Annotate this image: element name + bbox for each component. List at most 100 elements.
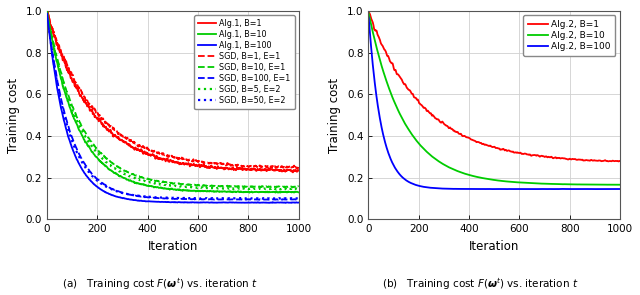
SGD, B=100, E=1 — [69, 137, 77, 141]
SGD, B=50, E=2 — [145, 195, 153, 199]
Alg.1, B=1 — [244, 167, 252, 171]
Alg.1, B=100 — [216, 201, 223, 204]
Text: (b)   Training cost $F(\boldsymbol{\omega}^t)$ vs. iteration $t$: (b) Training cost $F(\boldsymbol{\omega}… — [382, 276, 578, 292]
Text: (a)   Training cost $F(\boldsymbol{\omega}^t)$ vs. iteration $t$: (a) Training cost $F(\boldsymbol{\omega}… — [62, 276, 258, 292]
Legend: Alg.2, B=1, Alg.2, B=10, Alg.2, B=100: Alg.2, B=1, Alg.2, B=10, Alg.2, B=100 — [524, 15, 616, 56]
Alg.2, B=10 — [467, 173, 474, 177]
SGD, B=100, E=1 — [244, 197, 252, 201]
Alg.2, B=1 — [561, 157, 568, 160]
Alg.1, B=1 — [154, 155, 162, 159]
Alg.2, B=100 — [476, 187, 483, 191]
SGD, B=5, E=2 — [154, 182, 162, 186]
Alg.1, B=10 — [239, 191, 247, 194]
Alg.1, B=10 — [244, 190, 252, 194]
Alg.2, B=1 — [614, 160, 622, 163]
Y-axis label: Training cost: Training cost — [7, 78, 20, 153]
SGD, B=100, E=1 — [259, 198, 266, 201]
SGD, B=5, E=2 — [216, 187, 223, 190]
SGD, B=50, E=2 — [295, 196, 303, 200]
X-axis label: Iteration: Iteration — [469, 240, 519, 253]
SGD, B=50, E=2 — [244, 197, 252, 200]
Line: Alg.1, B=100: Alg.1, B=100 — [47, 14, 299, 203]
Alg.1, B=10 — [216, 190, 223, 193]
Legend: Alg.1, B=1, Alg.1, B=10, Alg.1, B=100, SGD, B=1, E=1, SGD, B=10, E=1, SGD, B=100: Alg.1, B=1, Alg.1, B=10, Alg.1, B=100, S… — [195, 15, 294, 109]
Alg.2, B=10 — [538, 182, 545, 185]
SGD, B=5, E=2 — [69, 109, 77, 113]
SGD, B=100, E=1 — [145, 196, 153, 199]
SGD, B=50, E=2 — [216, 196, 223, 200]
SGD, B=1, E=1 — [145, 148, 153, 152]
SGD, B=50, E=2 — [69, 141, 77, 145]
Alg.1, B=100 — [145, 199, 153, 203]
Alg.1, B=100 — [239, 201, 247, 204]
Alg.1, B=1 — [145, 153, 153, 156]
Alg.2, B=1 — [538, 154, 545, 158]
SGD, B=100, E=1 — [44, 12, 51, 15]
Alg.2, B=1 — [476, 141, 483, 144]
SGD, B=1, E=1 — [216, 161, 224, 165]
Alg.1, B=100 — [44, 12, 51, 15]
Line: SGD, B=100, E=1: SGD, B=100, E=1 — [47, 13, 299, 200]
SGD, B=5, E=2 — [44, 12, 51, 15]
Alg.2, B=10 — [565, 183, 573, 186]
Alg.2, B=10 — [390, 100, 398, 103]
Alg.1, B=10 — [44, 9, 51, 12]
X-axis label: Iteration: Iteration — [148, 240, 198, 253]
Alg.1, B=10 — [69, 114, 77, 117]
Alg.1, B=100 — [244, 201, 252, 204]
Alg.1, B=1 — [69, 80, 77, 84]
Line: Alg.1, B=10: Alg.1, B=10 — [47, 11, 299, 193]
Alg.2, B=1 — [467, 137, 474, 140]
Alg.2, B=1 — [390, 68, 398, 71]
SGD, B=1, E=1 — [294, 167, 301, 170]
Alg.2, B=1 — [565, 157, 573, 161]
Line: SGD, B=10, E=1: SGD, B=10, E=1 — [47, 13, 299, 187]
Alg.2, B=100 — [566, 187, 573, 191]
SGD, B=1, E=1 — [154, 151, 162, 155]
Alg.1, B=10 — [154, 186, 162, 189]
Alg.1, B=100 — [295, 201, 303, 204]
SGD, B=10, E=1 — [216, 184, 223, 188]
SGD, B=5, E=2 — [295, 187, 303, 191]
SGD, B=10, E=1 — [295, 185, 303, 189]
Y-axis label: Training cost: Training cost — [328, 78, 341, 153]
SGD, B=5, E=2 — [276, 188, 284, 191]
Line: SGD, B=5, E=2: SGD, B=5, E=2 — [47, 13, 299, 189]
SGD, B=50, E=2 — [259, 197, 267, 201]
Alg.1, B=1 — [216, 166, 223, 170]
Alg.2, B=10 — [561, 182, 568, 186]
Alg.2, B=10 — [476, 176, 483, 179]
Alg.2, B=100 — [365, 16, 372, 19]
SGD, B=10, E=1 — [44, 11, 51, 15]
SGD, B=1, E=1 — [239, 164, 247, 168]
SGD, B=1, E=1 — [44, 11, 52, 14]
SGD, B=100, E=1 — [295, 198, 303, 201]
SGD, B=1, E=1 — [244, 165, 252, 168]
Alg.1, B=100 — [154, 200, 162, 204]
SGD, B=5, E=2 — [145, 180, 153, 183]
Line: Alg.2, B=1: Alg.2, B=1 — [369, 12, 620, 161]
SGD, B=10, E=1 — [244, 185, 252, 189]
Line: Alg.2, B=100: Alg.2, B=100 — [369, 17, 620, 189]
SGD, B=10, E=1 — [154, 179, 162, 183]
Line: Alg.2, B=10: Alg.2, B=10 — [369, 13, 620, 185]
SGD, B=50, E=2 — [239, 197, 247, 200]
Alg.1, B=10 — [295, 191, 303, 194]
Alg.2, B=1 — [365, 10, 372, 14]
Alg.2, B=100 — [467, 187, 474, 191]
SGD, B=50, E=2 — [154, 195, 162, 199]
Alg.1, B=100 — [265, 201, 273, 205]
Alg.1, B=1 — [239, 167, 247, 171]
Alg.1, B=1 — [295, 169, 303, 172]
Alg.2, B=1 — [616, 159, 624, 163]
Alg.1, B=10 — [246, 191, 253, 194]
SGD, B=10, E=1 — [69, 105, 77, 109]
SGD, B=10, E=1 — [145, 177, 153, 181]
SGD, B=5, E=2 — [244, 187, 252, 190]
Line: SGD, B=1, E=1: SGD, B=1, E=1 — [47, 13, 299, 168]
SGD, B=10, E=1 — [239, 185, 247, 189]
Line: SGD, B=50, E=2: SGD, B=50, E=2 — [47, 13, 299, 199]
Line: Alg.1, B=1: Alg.1, B=1 — [47, 11, 299, 172]
SGD, B=50, E=2 — [44, 12, 51, 15]
SGD, B=100, E=1 — [216, 198, 223, 201]
